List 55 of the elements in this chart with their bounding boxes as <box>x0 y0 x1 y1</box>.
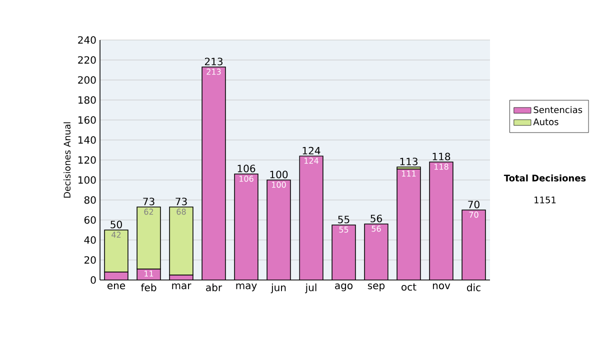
data-label: 55 <box>339 226 348 233</box>
data-label: 124 <box>304 158 318 164</box>
total-label: 106 <box>238 164 256 172</box>
x-tick-label: ago <box>335 284 352 292</box>
x-tick-label: may <box>236 284 257 292</box>
y-tick-label: 220 <box>78 56 96 64</box>
text: Total Decisiones <box>504 174 586 182</box>
total-label: 124 <box>302 146 320 154</box>
total-label: 56 <box>370 214 382 222</box>
y-tick-label: 100 <box>78 176 96 184</box>
x-tick-label: oct <box>402 284 416 291</box>
y-tick-label: 180 <box>78 96 96 104</box>
x-tick-label: dic <box>466 284 480 292</box>
y-tick-label: 60 <box>84 216 96 224</box>
y-tick-label: 200 <box>78 76 96 84</box>
x-tick-label: feb <box>140 284 156 292</box>
x-tick-label: nov <box>432 284 450 290</box>
x-tick-label: ene <box>107 284 126 290</box>
y-tick-label: 160 <box>78 116 96 124</box>
total-label: 73 <box>143 198 154 206</box>
x-tick-label: sep <box>368 284 385 292</box>
total-label: 73 <box>176 198 187 206</box>
total-label: 213 <box>204 58 222 66</box>
total-label: 50 <box>110 220 122 228</box>
legend-label: Autos <box>533 118 558 126</box>
data-label: 62 <box>144 208 154 215</box>
y-axis-title: Decisiones Anual <box>64 122 71 198</box>
data-label: 213 <box>206 68 221 75</box>
data-label: 42 <box>112 232 121 238</box>
y-tick-label: 80 <box>84 196 96 204</box>
text: 1151 <box>534 196 556 204</box>
total-label: 55 <box>338 216 350 224</box>
data-label: 106 <box>240 176 254 182</box>
y-tick-label: 140 <box>78 136 96 144</box>
data-label: 70 <box>469 212 478 218</box>
total-label: 118 <box>432 152 450 160</box>
data-label: 111 <box>402 170 416 177</box>
data-label: 11 <box>144 270 154 277</box>
legend-label: Sentencias <box>534 106 582 114</box>
data-label: 56 <box>372 226 381 232</box>
y-tick-label: 40 <box>84 236 96 244</box>
data-label: 100 <box>272 182 286 188</box>
total-label: 100 <box>270 170 288 178</box>
x-tick-label: abr <box>206 284 222 292</box>
total-label: 113 <box>400 158 418 166</box>
y-tick-label: 0 <box>90 276 96 284</box>
y-tick-label: 240 <box>78 36 96 44</box>
y-tick-label: 120 <box>78 156 96 164</box>
data-label: 68 <box>176 208 186 215</box>
x-tick-label: mar <box>172 284 192 290</box>
y-tick-label: 20 <box>84 256 96 264</box>
x-tick-label: jul <box>305 284 316 294</box>
x-tick-label: jun <box>270 284 286 294</box>
data-label: 118 <box>434 164 448 170</box>
total-label: 70 <box>468 200 480 208</box>
